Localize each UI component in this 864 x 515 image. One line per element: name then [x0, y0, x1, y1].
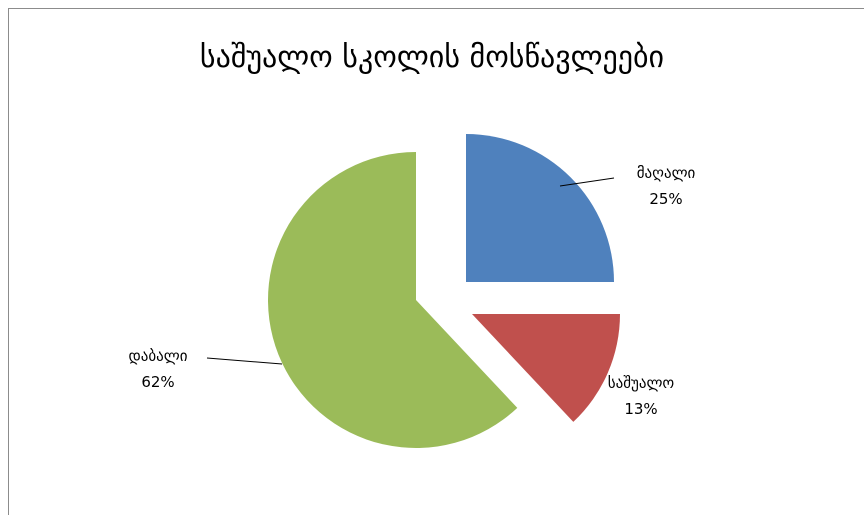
leader-line-3: [206, 357, 283, 365]
slice-value-label-3: 62%: [141, 373, 174, 391]
slice-category-label-1: მაღალი: [637, 164, 696, 182]
pie-slice-2: [472, 314, 620, 422]
leader-line-1: [559, 177, 615, 187]
slice-value-label-2: 13%: [624, 400, 657, 418]
pie-slice-3: [268, 152, 518, 448]
pie-slice-1: [466, 134, 614, 282]
chart-title: საშუალო სკოლის მოსწავლეები: [199, 40, 665, 75]
slice-category-label-2: საშუალო: [608, 374, 675, 392]
slice-category-label-3: დაბალი: [129, 347, 188, 365]
slice-value-label-1: 25%: [649, 190, 682, 208]
